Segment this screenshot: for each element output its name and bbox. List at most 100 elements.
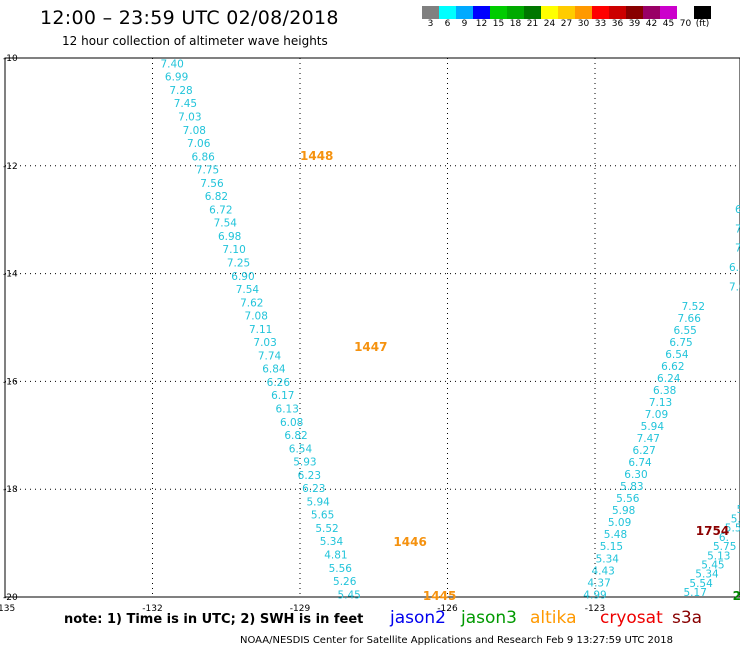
- wave-height-value: 5.45: [701, 559, 724, 571]
- wave-height-value: 6.38: [653, 385, 676, 397]
- map-grid: [4, 57, 740, 598]
- legend-swatch: [439, 6, 456, 19]
- map-frame: [4, 57, 740, 598]
- legend-label: 9: [461, 19, 468, 29]
- legend-label: 15: [492, 19, 505, 29]
- legend-swatch: [524, 6, 541, 19]
- wave-height-value: 6.62: [661, 361, 684, 373]
- wave-height-value: 7.09: [645, 409, 668, 421]
- wave-height-value: 6.27: [632, 445, 655, 457]
- wave-height-value: 7.08: [245, 311, 268, 323]
- legend-label: (ft): [695, 19, 710, 29]
- pass-time-label: 1754: [696, 524, 729, 538]
- legend-label: 27: [560, 19, 573, 29]
- axis-labels: -135 -132 -129 -126 -123 -10 -12 -14 -16 -18 -20: [0, 54, 605, 614]
- wave-height-value: 5.56: [329, 563, 353, 575]
- wave-height-value: 5.94: [306, 496, 330, 508]
- longitude-label: -135: [0, 604, 15, 614]
- legend-swatch: [694, 6, 711, 19]
- wave-height-value: 4.37: [587, 577, 610, 589]
- legend-swatch: [456, 6, 473, 19]
- wave-height-value: 7.25: [227, 257, 250, 269]
- wave-height-value: 5.94: [641, 421, 665, 433]
- wave-height-value: 7.45: [174, 98, 197, 110]
- wave-height-value: 6.75: [669, 337, 692, 349]
- wave-height-value: 7.74: [258, 350, 282, 362]
- satellite-s3a: s3a: [672, 608, 703, 628]
- longitude-label: -129: [290, 604, 311, 614]
- legend-label: 42: [645, 19, 658, 29]
- wave-height-value: 6.86: [191, 151, 215, 163]
- wave-height-value: 6.30: [624, 469, 647, 481]
- wave-height-value: 6.82: [205, 191, 228, 203]
- wave-height-value: 5.51: [725, 523, 740, 535]
- wave-height-value: 7.10: [222, 244, 245, 256]
- wave-height-value: 6: [735, 204, 740, 216]
- note-text: note: 1) Time is in UTC; 2) SWH is in fe…: [64, 612, 364, 627]
- latitude-label: -14: [3, 270, 18, 280]
- legend-swatch: [558, 6, 575, 19]
- wave-height-value: 5.52: [315, 523, 338, 535]
- wave-height-value: 6.84: [262, 364, 286, 376]
- legend-swatch: [541, 6, 558, 19]
- wave-height-value: 5.34: [695, 569, 719, 581]
- wave-height-value: 7.62: [240, 297, 263, 309]
- wave-height-value: 6.08: [280, 417, 303, 429]
- wave-height-value: 6.5: [729, 262, 740, 274]
- legend-swatch: [575, 6, 592, 19]
- legend-swatch: [626, 6, 643, 19]
- pass-time-label: 1447: [354, 340, 387, 354]
- altimeter-tracks: 7.406.997.287.457.037.087.066.867.757.56…: [160, 58, 740, 601]
- pass-time-label: 1448: [300, 149, 333, 163]
- wave-height-value: 5.13: [707, 550, 730, 562]
- wave-height-value: 5.98: [612, 505, 635, 517]
- legend-label: 6: [444, 19, 451, 29]
- wave-height-value: 6.23: [302, 483, 325, 495]
- legend-swatch: [473, 6, 490, 19]
- wave-height-value: 7.47: [637, 433, 660, 445]
- wave-height-value: 7.66: [678, 313, 702, 325]
- wave-height-value: 7.06: [187, 138, 211, 150]
- legend-label: 3: [427, 19, 434, 29]
- satellite-jason2: jason2: [390, 608, 446, 628]
- wave-height-value: 6.82: [284, 430, 307, 442]
- wave-height-value: 5.34: [596, 553, 620, 565]
- legend-swatch: [677, 6, 694, 19]
- pass-time-label: 21: [733, 589, 740, 603]
- color-scale-legend: 3 6 9 12 15 18 21 24 27 30 33 36 39 42 45 70 (ft): [422, 6, 711, 29]
- legend-label: 18: [509, 19, 522, 29]
- wave-height-value: 6.99: [165, 72, 188, 84]
- legend-label: 12: [475, 19, 488, 29]
- legend-swatch: [660, 6, 677, 19]
- wave-height-value: 5.15: [600, 541, 623, 553]
- wave-height-value: 7.: [735, 243, 740, 255]
- legend-label: 36: [611, 19, 624, 29]
- wave-height-value: 5.65: [311, 510, 334, 522]
- longitude-label: -132: [142, 604, 162, 614]
- wave-height-value: 5.: [737, 504, 740, 516]
- wave-height-value: 7: [735, 223, 740, 235]
- legend-label: 39: [628, 19, 641, 29]
- longitude-label: -123: [585, 604, 605, 614]
- wave-height-value: 5.09: [608, 517, 631, 529]
- latitude-label: -10: [3, 54, 18, 64]
- wave-height-value: 6.72: [209, 204, 232, 216]
- pass-time-label: 1445: [423, 589, 456, 603]
- wave-height-value: 6.17: [271, 390, 294, 402]
- legend-swatch: [422, 6, 439, 19]
- footer-credit: NOAA/NESDIS Center for Satellite Applica…: [240, 635, 673, 646]
- wave-height-value: 6.23: [298, 470, 321, 482]
- latitude-label: -16: [3, 377, 18, 387]
- wave-height-value: 5.56: [616, 493, 640, 505]
- wave-height-value: 5.93: [293, 457, 316, 469]
- wave-height-value: 6.98: [218, 231, 241, 243]
- legend-labels: 3 6 9 12 15 18 21 24 27 30 33 36 39 42 45 70 (ft): [422, 19, 711, 29]
- wave-height-value: 7.52: [682, 301, 705, 313]
- legend-label: 21: [526, 19, 539, 29]
- wave-height-value: 7.56: [200, 178, 224, 190]
- wave-height-value: 7.40: [160, 58, 183, 70]
- wave-height-value: 5.54: [689, 578, 713, 590]
- wave-height-value: 6.55: [673, 325, 696, 337]
- wave-height-value: 5.45: [337, 589, 360, 601]
